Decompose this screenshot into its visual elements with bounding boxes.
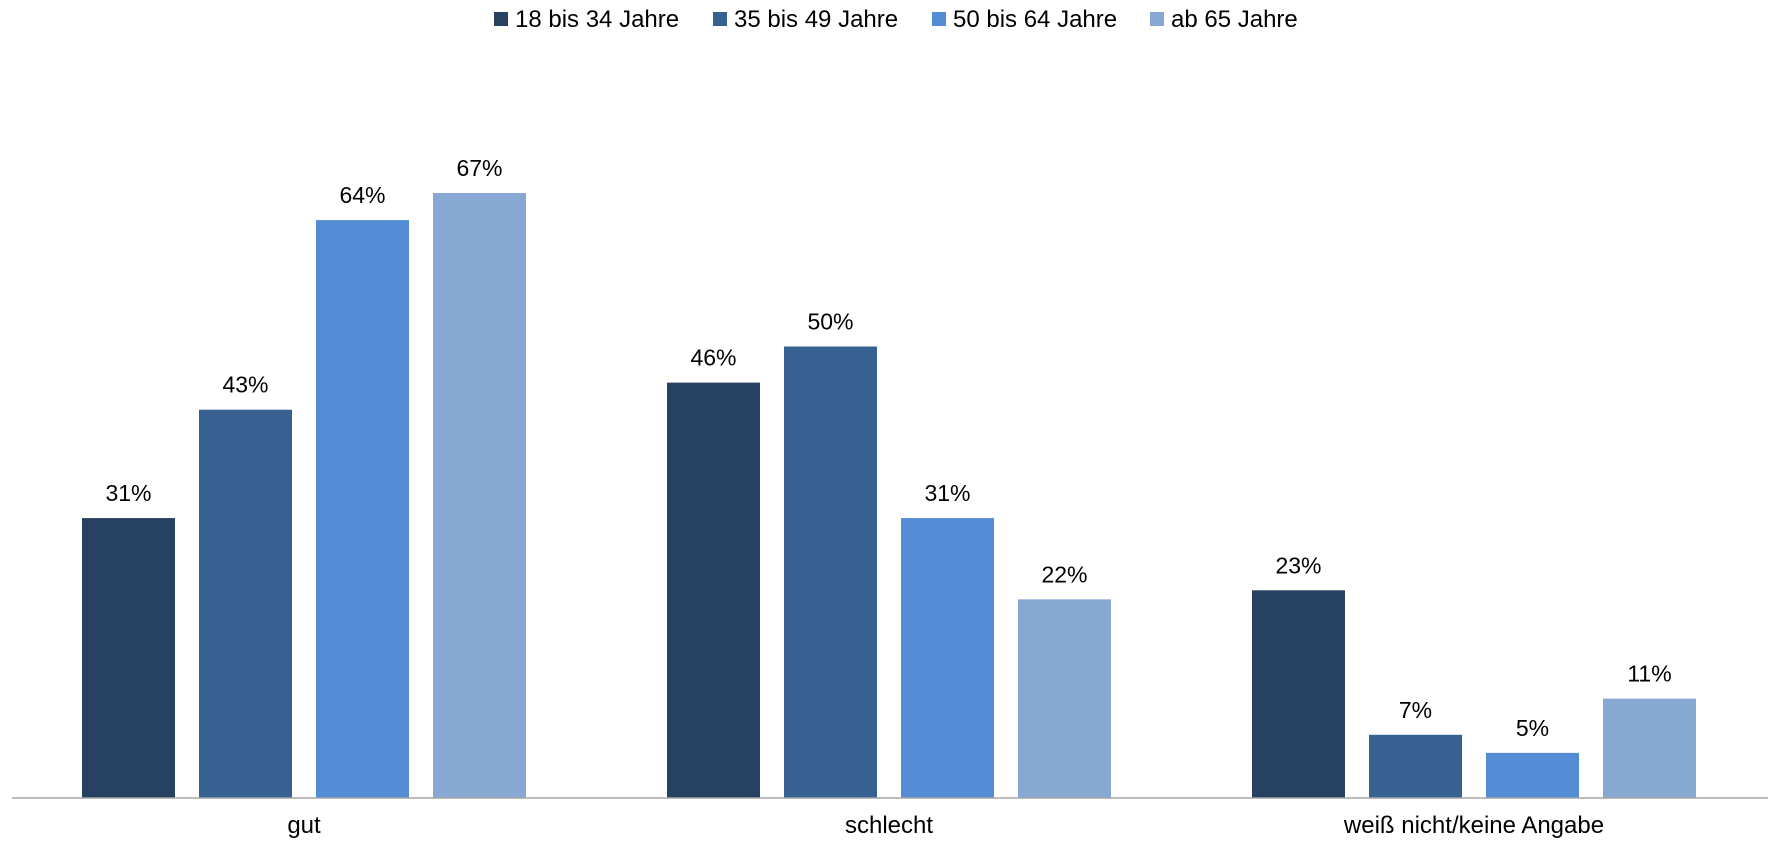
bars	[82, 192, 1696, 799]
legend-label: ab 65 Jahre	[1171, 6, 1298, 33]
legend-item-18-bis-34-jahre: 18 bis 34 Jahre	[494, 6, 679, 33]
data-label: 43%	[222, 372, 268, 398]
data-label: 31%	[105, 480, 151, 506]
legend: 18 bis 34 Jahre 35 bis 49 Jahre 50 bis 64 …	[494, 6, 1298, 33]
category-label-weiss-nicht-keine-angabe: weiß nicht/keine Angabe	[1343, 812, 1604, 839]
bar-weiss-nicht-keine-angabe-50-bis-64-jahre	[1486, 752, 1579, 798]
data-labels: 31% 43% 64% 67% 46% 50% 31% 22% 23% 7% 5% 11%	[105, 155, 1671, 741]
legend-item-35-bis-49-jahre: 35 bis 49 Jahre	[713, 6, 898, 33]
data-label: 22%	[1041, 561, 1087, 587]
legend-item-ab-65-jahre: ab 65 Jahre	[1150, 6, 1298, 33]
bar-schlecht-50-bis-64-jahre	[901, 518, 994, 798]
category-label-schlecht: schlecht	[845, 812, 933, 839]
data-label: 46%	[690, 345, 736, 371]
data-label: 64%	[339, 182, 385, 208]
bar-gut-50-bis-64-jahre	[316, 220, 409, 798]
category-label-gut: gut	[287, 812, 321, 839]
bar-gut-ab-65-jahre	[433, 192, 526, 799]
bar-weiss-nicht-keine-angabe-35-bis-49-jahre	[1369, 734, 1462, 798]
bar-schlecht-ab-65-jahre	[1018, 599, 1111, 798]
legend-label: 35 bis 49 Jahre	[734, 6, 898, 33]
data-label: 31%	[924, 480, 970, 506]
legend-swatch	[932, 12, 946, 26]
bar-weiss-nicht-keine-angabe-18-bis-34-jahre	[1252, 590, 1345, 798]
data-label: 11%	[1627, 661, 1671, 687]
data-label: 5%	[1516, 715, 1549, 741]
category-labels: gut schlecht weiß nicht/keine Angabe	[287, 812, 1604, 839]
data-label: 50%	[807, 309, 853, 335]
legend-swatch	[1150, 12, 1164, 26]
legend-swatch	[494, 12, 508, 26]
bar-schlecht-35-bis-49-jahre	[784, 346, 877, 798]
bar-gut-35-bis-49-jahre	[199, 409, 292, 798]
legend-swatch	[713, 12, 727, 26]
bar-weiss-nicht-keine-angabe-ab-65-jahre	[1603, 698, 1696, 798]
legend-item-50-bis-64-jahre: 50 bis 64 Jahre	[932, 6, 1117, 33]
data-label: 23%	[1275, 552, 1321, 578]
bar-schlecht-18-bis-34-jahre	[667, 382, 760, 798]
legend-label: 18 bis 34 Jahre	[515, 6, 679, 33]
data-label: 67%	[456, 155, 502, 181]
data-label: 7%	[1399, 697, 1432, 723]
bar-gut-18-bis-34-jahre	[82, 518, 175, 798]
legend-label: 50 bis 64 Jahre	[953, 6, 1117, 33]
